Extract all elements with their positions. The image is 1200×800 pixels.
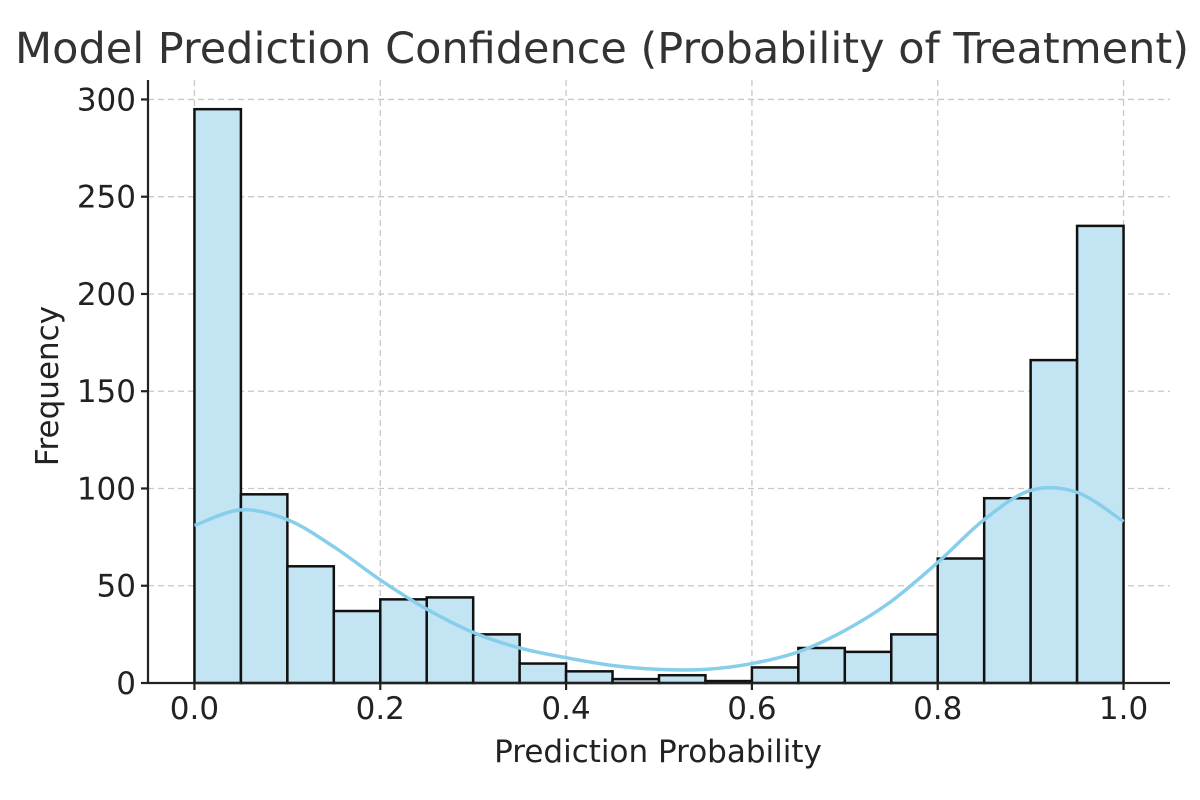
y-axis-label: Frequency xyxy=(30,306,66,466)
y-tick-label: 150 xyxy=(77,374,136,410)
histogram-bar xyxy=(797,646,847,685)
histogram-bar xyxy=(332,609,382,685)
x-tick-label: 0.4 xyxy=(541,691,590,727)
histogram-bar xyxy=(890,633,939,685)
chart-title: Model Prediction Confidence (Probability… xyxy=(15,24,1189,74)
y-tick-label: 200 xyxy=(77,277,136,313)
histogram-bar xyxy=(982,496,1032,685)
x-tick-label: 0.2 xyxy=(356,691,405,727)
histogram-bar xyxy=(936,557,986,685)
x-tick-label: 0.0 xyxy=(170,691,219,727)
y-tick-label: 50 xyxy=(97,569,136,605)
y-tick-label: 250 xyxy=(77,180,136,216)
x-tick-labels: 0.0 0.2 0.4 0.6 0.8 1.0 xyxy=(170,691,1148,727)
x-axis-label: Prediction Probability xyxy=(494,734,822,770)
histogram-bar xyxy=(518,662,568,685)
histogram-bar xyxy=(239,493,289,685)
histogram-bar xyxy=(425,596,475,685)
axes xyxy=(141,80,1170,690)
histogram-bar xyxy=(657,673,707,685)
histogram-bar xyxy=(564,670,614,685)
x-tick-label: 1.0 xyxy=(1099,691,1148,727)
y-tick-label: 0 xyxy=(116,666,136,702)
y-tick-label: 100 xyxy=(77,471,136,507)
x-tick-label: 0.6 xyxy=(727,691,776,727)
histogram-bar xyxy=(471,633,521,685)
histogram-bar xyxy=(1029,358,1079,685)
kde-curve xyxy=(193,485,1125,672)
histogram-bar xyxy=(193,107,243,685)
y-tick-label: 300 xyxy=(77,82,136,118)
histogram-bar xyxy=(1075,224,1125,685)
histogram-bar xyxy=(286,565,336,685)
y-tick-labels: 0 50 100 150 200 250 300 xyxy=(77,82,136,702)
histogram-bars xyxy=(193,107,1125,685)
histogram-bar xyxy=(750,666,800,685)
histogram-bar xyxy=(843,650,893,685)
x-tick-label: 0.8 xyxy=(913,691,962,727)
histogram-bar xyxy=(379,598,428,685)
